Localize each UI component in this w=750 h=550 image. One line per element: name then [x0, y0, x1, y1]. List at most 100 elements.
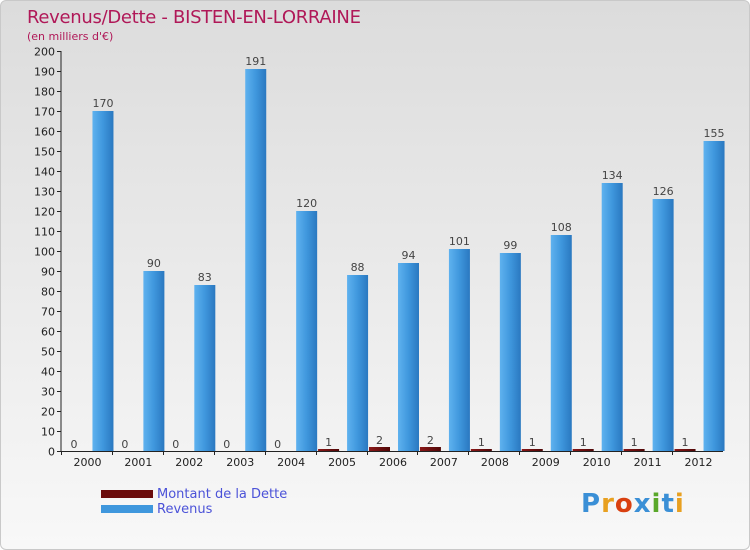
- y-tick-label: 180: [34, 86, 55, 99]
- revenue-bar: [550, 235, 572, 451]
- x-tick-label: 2004: [277, 456, 305, 469]
- y-tick-label: 140: [34, 166, 55, 179]
- legend-swatch-revenus: [101, 505, 153, 513]
- revenue-bar: [652, 199, 674, 451]
- legend-label-revenus: Revenus: [157, 502, 213, 517]
- y-tick-label: 120: [34, 206, 55, 219]
- debt-value-label: 1: [580, 436, 587, 449]
- y-tick-label: 170: [34, 106, 55, 119]
- legend-swatch-dette: [101, 490, 153, 498]
- x-tick-label: 2000: [73, 456, 101, 469]
- y-tick-label: 50: [41, 346, 55, 359]
- revenue-value-label: 83: [198, 271, 212, 284]
- y-tick-label: 20: [41, 406, 55, 419]
- revenue-bar: [703, 141, 725, 451]
- revenue-value-label: 90: [147, 257, 161, 270]
- revenue-bar: [448, 249, 470, 451]
- y-tick-label: 10: [41, 426, 55, 439]
- debt-value-label: 0: [121, 438, 128, 451]
- revenue-bar: [398, 263, 419, 451]
- y-tick-label: 30: [41, 386, 55, 399]
- x-tick-label: 2001: [124, 456, 152, 469]
- revenue-bar: [194, 285, 216, 451]
- debt-bar: [369, 447, 390, 451]
- debt-value-label: 0: [172, 438, 179, 451]
- debt-value-label: 2: [427, 434, 434, 447]
- x-tick-label: 2010: [583, 456, 611, 469]
- debt-value-label: 2: [376, 434, 383, 447]
- y-tick-label: 130: [34, 186, 55, 199]
- debt-value-label: 1: [325, 436, 332, 449]
- data-labels: 0 170 0 90 0 83 0 191 0 120 1 88 2 94 2 101 1 99 1 108 1 134 1…: [70, 55, 724, 451]
- y-tick-label: 190: [34, 66, 55, 79]
- x-tick-label: 2003: [226, 456, 254, 469]
- revenue-bar: [92, 111, 114, 451]
- x-tick-label: 2012: [685, 456, 713, 469]
- debt-bar: [419, 447, 441, 451]
- y-tick-label: 160: [34, 126, 55, 139]
- x-tick-label: 2005: [328, 456, 356, 469]
- revenue-bar: [601, 183, 623, 451]
- revenue-value-label: 155: [704, 127, 725, 140]
- logo-letter: i: [674, 489, 685, 519]
- bars: [92, 69, 725, 451]
- x-tick-label: 2008: [481, 456, 509, 469]
- revenue-value-label: 99: [503, 239, 517, 252]
- debt-bar: [521, 449, 543, 451]
- y-tick-label: 60: [41, 326, 55, 339]
- legend-label-dette: Montant de la Dette: [157, 487, 288, 502]
- revenue-value-label: 101: [449, 235, 470, 248]
- debt-value-label: 1: [478, 436, 485, 449]
- y-tick-label: 90: [41, 266, 55, 279]
- debt-value-label: 1: [631, 436, 638, 449]
- x-tick-label: 2006: [379, 456, 407, 469]
- proxiti-logo: Proxiti: [581, 489, 685, 519]
- debt-bar: [572, 449, 594, 451]
- y-tick-label: 0: [48, 446, 55, 459]
- revenue-value-label: 108: [551, 221, 572, 234]
- x-tick-label: 2011: [634, 456, 662, 469]
- y-tick-label: 150: [34, 146, 55, 159]
- y-tick-label: 80: [41, 286, 55, 299]
- revenue-value-label: 170: [92, 97, 113, 110]
- revenue-bar: [347, 275, 369, 451]
- debt-bar: [318, 449, 340, 451]
- revenue-value-label: 126: [653, 185, 674, 198]
- debt-value-label: 1: [682, 436, 689, 449]
- revenue-value-label: 191: [245, 55, 266, 68]
- y-tick-label: 70: [41, 306, 55, 319]
- debt-value-label: 0: [223, 438, 230, 451]
- debt-value-label: 0: [70, 438, 77, 451]
- y-tick-label: 40: [41, 366, 55, 379]
- x-tick-label: 2009: [532, 456, 560, 469]
- logo-letter: r: [601, 489, 615, 519]
- revenue-value-label: 88: [351, 261, 365, 274]
- debt-value-label: 1: [529, 436, 536, 449]
- revenue-value-label: 94: [402, 249, 416, 262]
- revenue-bar: [245, 69, 267, 451]
- revenue-value-label: 120: [296, 197, 317, 210]
- x-tick-label: 2002: [175, 456, 203, 469]
- logo-letter: t: [661, 489, 675, 519]
- logo-letter: x: [633, 489, 652, 519]
- y-tick-label: 110: [34, 226, 55, 239]
- revenue-bar: [499, 253, 521, 451]
- chart-title: Revenus/Dette - BISTEN-EN-LORRAINE: [27, 7, 361, 28]
- revenue-value-label: 134: [602, 169, 623, 182]
- debt-bar: [623, 449, 645, 451]
- axes: 0102030405060708090100110120130140150160…: [34, 46, 723, 469]
- debt-bar: [470, 449, 492, 451]
- revenue-bar: [143, 271, 165, 451]
- chart-subtitle: (en milliers d'€): [27, 30, 114, 43]
- y-tick-label: 100: [34, 246, 55, 259]
- debt-bar: [674, 449, 696, 451]
- logo-letter: i: [651, 489, 662, 519]
- x-tick-label: 2007: [430, 456, 458, 469]
- debt-value-label: 0: [274, 438, 281, 451]
- logo-letter: o: [614, 489, 634, 519]
- revenue-bar: [296, 211, 318, 451]
- logo-letter: P: [581, 489, 602, 519]
- y-tick-label: 200: [34, 46, 55, 59]
